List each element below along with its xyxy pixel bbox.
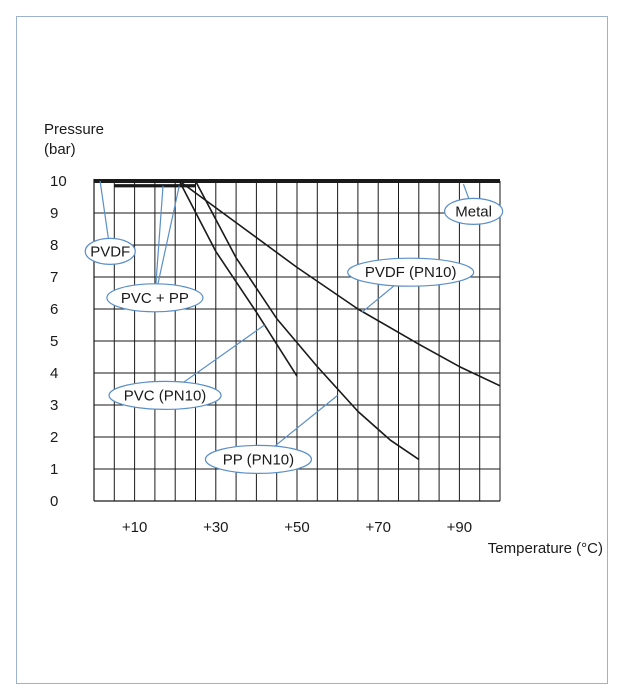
callout-bubble-pvc-pn10 [108,380,222,410]
y-tick-label: 3 [50,397,58,414]
y-axis-unit: (bar) [44,141,76,158]
callout-label-pvc-pn10: PVC (PN10) [124,387,207,404]
callout-bubble-pvc-pp [106,283,204,313]
callout-bubble-pp-pn10 [204,444,313,474]
y-tick-label: 8 [50,237,58,254]
pressure-temperature-chart: 0 1 2 3 4 5 6 7 8 9 10 +10 +30 +50 +70 +90 Metal PVDF PVC… [44,121,603,557]
callout-leader-pp-pn10 [274,394,338,447]
series-layer [94,179,501,461]
callout-label-pvdf-pn10: PVDF (PN10) [365,264,457,281]
series-line-pp-pn10 [194,180,420,461]
x-tick-label: +10 [122,519,147,536]
y-tick-label: 10 [50,173,67,190]
callout-label-pp-pn10: PP (PN10) [223,451,294,468]
x-tick-label: +70 [365,519,390,536]
callout-leader-pvdf [99,180,109,239]
x-tick-label: +90 [447,519,472,536]
callout-leader-pvc-pp [157,185,180,284]
axis-layer: 0 1 2 3 4 5 6 7 8 9 10 +10 +30 +50 +70 +90 [50,173,500,536]
y-tick-label: 5 [50,333,58,350]
grid-layer [94,180,501,501]
callout-label-pvc-pp: PVC + PP [121,290,189,307]
x-tick-label: +50 [284,519,309,536]
callout-label-metal: Metal [455,203,492,220]
callout-bubble-metal [444,197,504,225]
y-axis-title: Pressure [44,121,104,138]
series-line-pvc-pn10 [178,180,298,377]
y-tick-label: 1 [50,461,58,478]
x-tick-label: +30 [203,519,228,536]
y-tick-label: 2 [50,429,58,446]
y-tick-label: 4 [50,365,58,382]
x-axis-title: Temperature (°C) [488,540,603,557]
callout-leader-pvdf-pn10 [361,285,395,313]
series-line-pvdf-pn10 [178,180,501,387]
y-tick-label: 9 [50,205,58,222]
y-tick-label: 6 [50,301,58,318]
y-tick-label: 7 [50,269,58,286]
callout-label-pvdf: PVDF [90,243,130,260]
callout-layer: Metal PVDF PVC + PP PVDF (PN10) PVC (PN10) PP… [84,180,504,474]
callout-bubble-pvdf-pn10 [347,257,475,287]
callout-leader-pvc-pp [155,185,164,284]
y-tick-label: 0 [50,493,58,510]
figure-frame: 0 1 2 3 4 5 6 7 8 9 10 +10 +30 +50 +70 +90 Metal PVDF PVC… [16,16,608,684]
callout-bubble-pvdf [84,237,136,265]
callout-leader-pvc-pn10 [183,324,265,383]
callout-leader-metal [462,183,470,199]
